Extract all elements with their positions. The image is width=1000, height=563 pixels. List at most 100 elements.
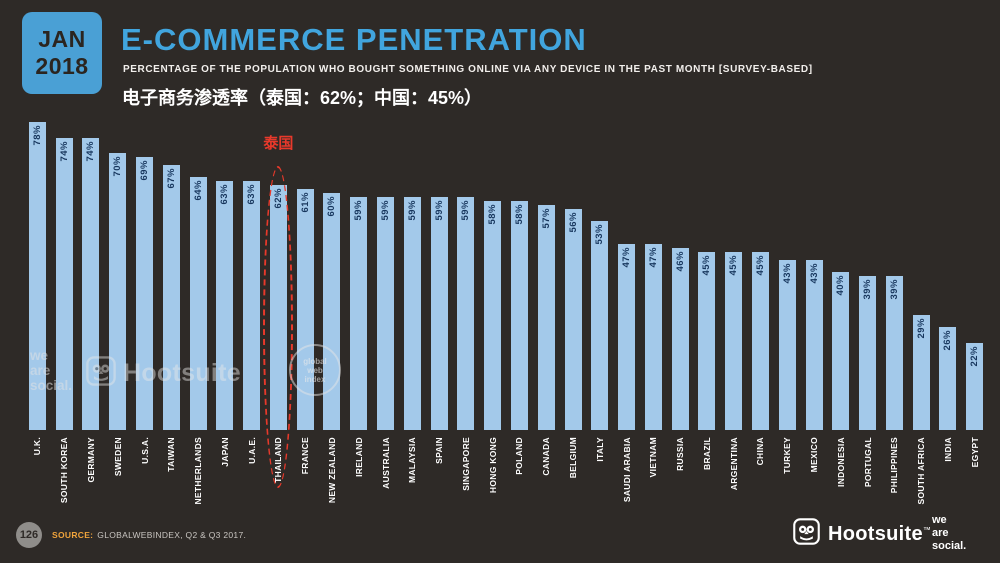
chart-column: 56% BELGIUM [560,120,587,508]
bar: 61% [296,189,314,430]
category-cell: VIETNAM [640,430,667,508]
chart-column: 22% EGYPT [961,120,988,508]
category-label: VIETNAM [648,437,659,478]
we-are-social-logo: we are social. [932,514,966,553]
bar-value-label: 70% [112,156,124,177]
bar-value-label: 67% [165,168,177,189]
bar-plot-cell: 43% [774,120,801,430]
chart-column: 43% MEXICO [801,120,828,508]
bar: 22% [966,343,984,430]
chart-column: 62% THAILAND 泰国 [263,120,293,508]
category-cell: JAPAN [211,430,238,508]
bar-plot-cell: 74% [51,120,78,430]
bar: 58% [484,201,502,430]
bar: 47% [644,244,662,430]
bar-value-label: 78% [31,125,43,146]
logo-line: social. [932,540,967,552]
category-label: GERMANY [85,437,96,483]
chart-column: 67% TAIWAN [158,120,185,508]
bar: 64% [189,177,207,430]
bar-value-label: 58% [513,204,525,225]
logo-line: we [932,514,947,526]
bar-value-label: 64% [192,180,204,201]
category-label: POLAND [514,437,525,475]
date-badge-month: JAN [38,26,86,52]
category-label: SAUDI ARABIA [621,437,632,503]
bar-plot-cell: 26% [935,120,962,430]
bar-value-label: 61% [299,192,311,213]
chart-column: 58% HONG KONG [479,120,506,508]
bar-plot-cell: 47% [613,120,640,430]
chart-column: 29% SOUTH AFRICA [908,120,935,508]
bar-plot-cell: 64% [185,120,212,430]
bar-plot-cell: 59% [345,120,372,430]
source-note: SOURCE: GLOBALWEBINDEX, Q2 & Q3 2017. [52,530,246,540]
chart-column: 60% NEW ZEALAND [319,120,346,508]
bar: 43% [805,260,823,430]
bar-plot-cell: 57% [533,120,560,430]
bar-value-label: 53% [594,224,606,245]
bar: 59% [350,197,368,430]
bar: 59% [457,197,475,430]
bar-value-label: 43% [781,263,793,284]
chart-column: 40% INDONESIA [827,120,854,508]
page-number-badge: 126 [16,522,42,548]
source-label: SOURCE: [52,530,94,540]
logo-line: are [932,527,949,539]
chart-column: 57% CANADA [533,120,560,508]
chart-column: 64% NETHERLANDS [185,120,212,508]
chart-column: 53% ITALY [586,120,613,508]
bar-plot-cell: 45% [694,120,721,430]
page-subtitle-chinese: 电子商务渗透率（泰国：62%；中国：45%） [122,88,483,108]
bar-plot-cell: 45% [747,120,774,430]
chart-column: 63% U.A.E. [238,120,265,508]
bar: 63% [216,181,234,430]
chart-column: 26% INDIA [935,120,962,508]
category-label: IRELAND [353,437,364,477]
category-cell: U.S.A. [131,430,158,508]
bar: 74% [82,138,100,430]
bar-plot-cell: 63% [211,120,238,430]
chart-column: 47% VIETNAM [640,120,667,508]
bar-value-label: 29% [915,318,927,339]
bar-value-label: 62% [272,188,284,209]
bar-value-label: 74% [85,141,97,162]
chart-column: 74% SOUTH KOREA [51,120,78,508]
category-label: TURKEY [782,437,793,474]
bar-value-label: 40% [835,275,847,296]
bar-value-label: 58% [487,204,499,225]
category-label: ITALY [594,437,605,462]
category-cell: BELGIUM [560,430,587,508]
category-label: SOUTH AFRICA [916,437,927,505]
bar-value-label: 63% [246,184,258,205]
bar-plot-cell: 39% [881,120,908,430]
bar-value-label: 63% [219,184,231,205]
category-label: SINGAPORE [460,437,471,491]
bar: 45% [698,252,716,430]
hootsuite-wordmark: Hootsuite [828,522,923,545]
bar-plot-cell: 59% [453,120,480,430]
bar: 39% [859,276,877,430]
bar-value-label: 74% [58,141,70,162]
bar-plot-cell: 53% [586,120,613,430]
footer: 126 SOURCE: GLOBALWEBINDEX, Q2 & Q3 2017.… [0,508,1000,563]
category-cell: SWEDEN [104,430,131,508]
bar: 58% [510,201,528,430]
category-label: SPAIN [434,437,445,464]
category-cell: PORTUGAL [854,430,881,508]
category-label: FRANCE [300,437,311,475]
category-label: EGYPT [969,437,980,468]
category-cell: FRANCE [292,430,319,508]
category-label: JAPAN [219,437,230,467]
category-label: NETHERLANDS [193,437,204,505]
chart-column: 63% JAPAN [211,120,238,508]
category-label: U.K. [32,437,43,456]
category-cell: ITALY [586,430,613,508]
bar-plot-cell: 45% [720,120,747,430]
category-cell: CHINA [747,430,774,508]
bar-plot-cell: 69% [131,120,158,430]
category-label: MEXICO [809,437,820,473]
bar: 45% [751,252,769,430]
bar-value-label: 45% [728,255,740,276]
bar-value-label: 39% [862,279,874,300]
